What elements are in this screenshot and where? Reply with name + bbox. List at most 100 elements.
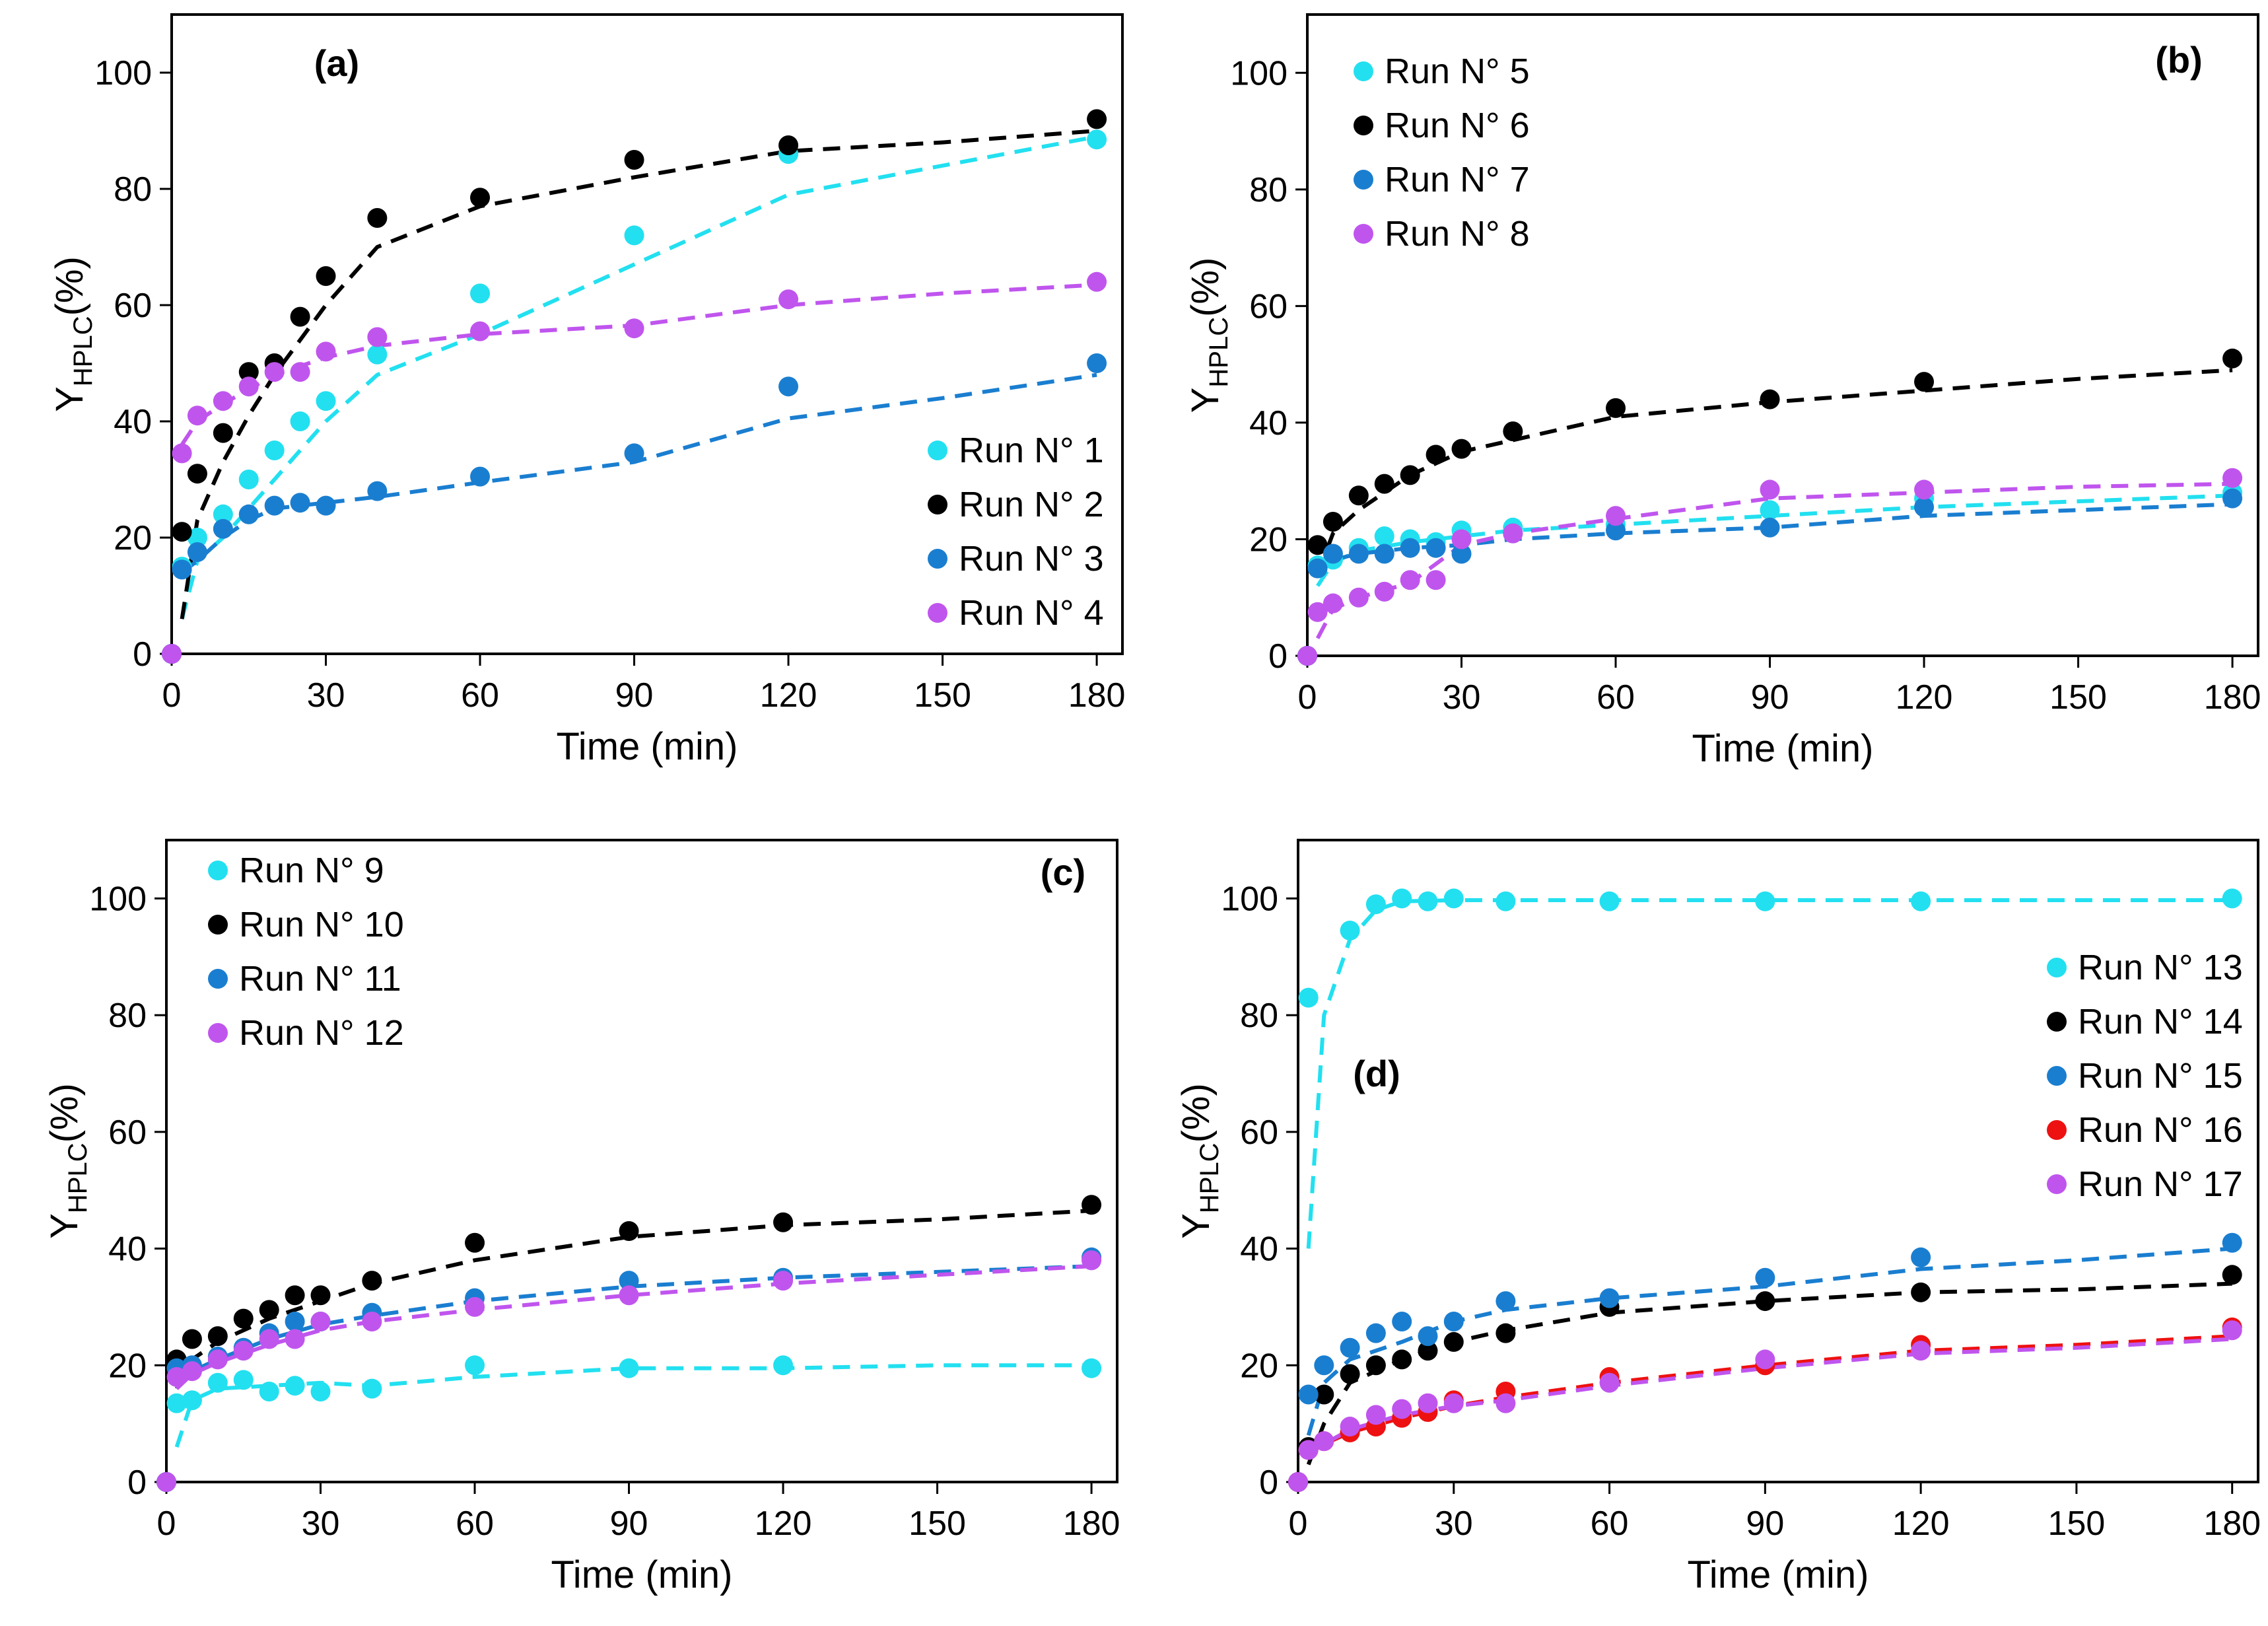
data-point-c-4 (773, 1271, 794, 1291)
data-point-a-1 (624, 225, 644, 246)
chart-panel-d: 0 20 40 60 80 100 0 30 60 90 120 150 180 Time (min) YH… (1175, 839, 2261, 1596)
y-axis-label-sub: HPLC (69, 316, 98, 386)
data-point-d-3 (1340, 1337, 1360, 1358)
data-point-d-2 (2222, 1265, 2242, 1285)
panel-title: (a) (314, 42, 359, 84)
data-point-a-2 (367, 208, 388, 228)
data-point-c-1 (310, 1382, 331, 1402)
data-point-d-5 (1443, 1393, 1464, 1413)
data-point-d-1 (1443, 888, 1464, 909)
x-axis-label: Time (min) (551, 1553, 733, 1596)
legend-label: Run N° 15 (2078, 1056, 2243, 1096)
data-point-b-2 (1323, 511, 1343, 532)
data-point-a-4 (172, 443, 192, 464)
data-point-a-1 (213, 504, 233, 524)
data-point-d-3 (1314, 1355, 1334, 1376)
data-point-c-1 (773, 1355, 794, 1376)
data-point-d-2 (1495, 1323, 1516, 1343)
data-point-a-4 (238, 376, 259, 397)
data-point-c-4 (259, 1329, 279, 1349)
chart-panel-b: 0 20 40 60 80 100 0 30 60 90 120 150 180 Time (min) YH… (1184, 13, 2261, 770)
data-point-d-5 (1755, 1349, 1775, 1370)
data-point-a-4 (624, 318, 644, 339)
data-point-d-5 (1599, 1372, 1620, 1393)
data-point-d-5 (1495, 1393, 1516, 1413)
legend-label: Run N° 6 (1385, 106, 1530, 145)
data-point-a-2 (238, 362, 259, 382)
data-point-c-4 (166, 1366, 187, 1387)
chart-panel-a: 0 20 40 60 80 100 0 30 60 90 120 150 180 Time (min) YH… (48, 13, 1125, 768)
data-point-b-1 (1760, 500, 1780, 520)
data-point-d-3 (1599, 1288, 1620, 1308)
y-tick-label: 100 (1230, 54, 1288, 92)
legend-marker (2047, 1120, 2067, 1140)
x-tick-label: 30 (1435, 1504, 1473, 1543)
y-tick-label: 20 (108, 1347, 147, 1385)
x-tick-label: 0 (157, 1504, 176, 1543)
data-point-b-3 (1374, 544, 1394, 564)
x-tick-label: 0 (1289, 1504, 1308, 1543)
x-tick-label: 120 (760, 676, 817, 715)
data-point-b-3 (1760, 517, 1780, 538)
x-tick-label: 150 (2048, 1504, 2106, 1543)
data-point-a-4 (778, 289, 799, 310)
legend-label: Run N° 13 (2078, 948, 2243, 987)
legend-marker (2047, 958, 2067, 977)
panel-title: (c) (1041, 851, 1085, 893)
data-point-b-3 (1400, 538, 1420, 558)
y-tick-label: 60 (1249, 287, 1288, 326)
data-point-b-2 (1451, 439, 1472, 459)
y-tick-label: 80 (114, 170, 152, 209)
data-point-a-4 (316, 341, 336, 362)
data-point-c-4 (1082, 1250, 1102, 1271)
legend-label: Run N° 17 (2078, 1164, 2243, 1204)
data-point-d-1 (1392, 888, 1412, 909)
data-point-d-1 (1365, 894, 1386, 915)
data-point-c-1 (285, 1376, 305, 1396)
fit-line-a-4 (180, 283, 1097, 446)
data-point-c-2 (619, 1221, 639, 1242)
data-point-a-4 (187, 406, 207, 426)
data-point-d-1 (1495, 891, 1516, 911)
data-point-c-4 (207, 1349, 228, 1370)
data-point-b-3 (1606, 520, 1626, 541)
y-axis-label-tail: (%) (1184, 258, 1227, 317)
data-point-c-1 (166, 1393, 187, 1413)
data-point-d-2 (1340, 1364, 1360, 1384)
data-point-c-2 (207, 1326, 228, 1347)
data-point-a-1 (1087, 129, 1107, 150)
data-point-c-1 (619, 1358, 639, 1378)
data-point-c-2 (182, 1329, 202, 1349)
data-point-d-5 (1340, 1417, 1360, 1437)
plot-frame (170, 13, 1124, 655)
data-point-d-5 (1298, 1440, 1319, 1460)
legend-label: Run N° 3 (959, 539, 1104, 579)
data-point-d-3 (1755, 1267, 1775, 1288)
data-point-c-2 (1082, 1195, 1102, 1215)
data-point-b-3 (1348, 544, 1369, 564)
legend-marker (928, 549, 947, 569)
fit-line-d-2 (1306, 1281, 2232, 1466)
data-point-c-1 (233, 1370, 254, 1390)
legend-marker (2047, 1012, 2067, 1032)
y-axis-label: YHPLC(%) (48, 256, 98, 412)
data-point-c-1 (182, 1390, 202, 1411)
data-point-d-5 (1288, 1472, 1308, 1492)
plot-frame (1306, 13, 2259, 657)
data-point-a-1 (187, 528, 207, 548)
panel-title: (b) (2155, 39, 2203, 81)
legend-marker (208, 1023, 228, 1043)
y-axis-label-sub: HPLC (63, 1143, 92, 1213)
fit-line-a-2 (180, 129, 1097, 619)
data-point-a-1 (264, 441, 285, 460)
data-point-d-2 (1392, 1349, 1412, 1370)
data-point-b-3 (1451, 544, 1472, 564)
y-axis-label-sub: HPLC (1204, 317, 1233, 388)
chart-panel-c: 0 20 40 60 80 100 0 30 60 90 120 150 180 Time (min) YH… (43, 839, 1120, 1596)
legend-label: Run N° 1 (959, 431, 1104, 470)
data-point-c-4 (233, 1341, 254, 1361)
legend-label: Run N° 16 (2078, 1110, 2243, 1150)
data-point-b-4 (1606, 506, 1626, 526)
x-axis-label: Time (min) (1692, 727, 1874, 770)
x-tick-label: 150 (2049, 678, 2107, 717)
